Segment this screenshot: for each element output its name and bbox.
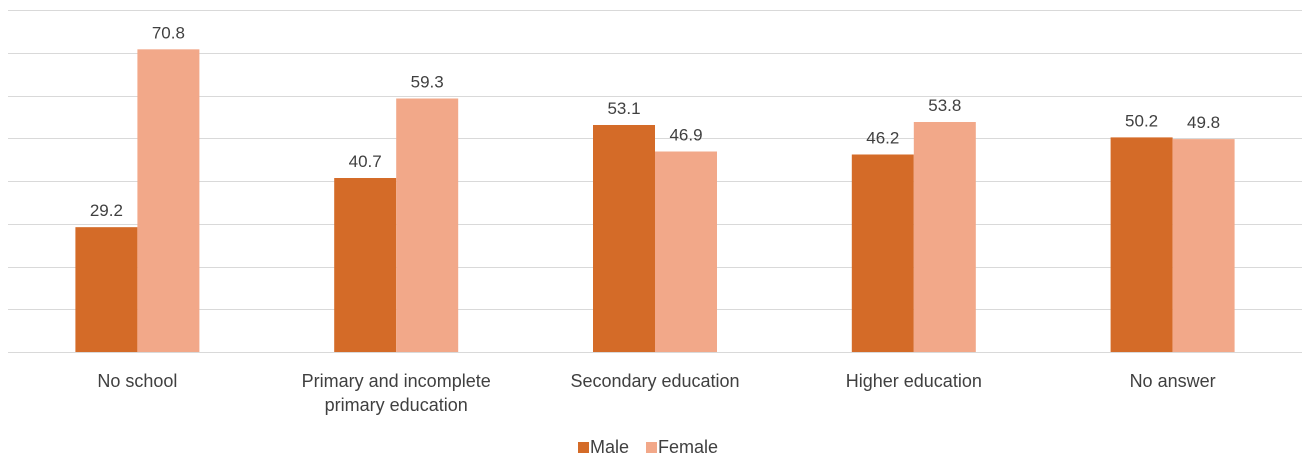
x-tick-label: No answer — [1130, 371, 1216, 391]
bar-female — [137, 49, 200, 353]
x-tick-label: Primary and incomplete — [302, 371, 491, 391]
data-label: 29.2 — [90, 201, 123, 220]
bar-male — [75, 227, 138, 352]
x-tick-label: Higher education — [846, 371, 982, 391]
legend-label-female: Female — [658, 437, 718, 457]
bar-female — [913, 122, 976, 352]
data-labels: 29.2 70.8 40.7 59.3 53.1 46.9 46.2 53.8 50.2 49.8 — [90, 23, 1220, 220]
x-tick-label: Secondary education — [570, 371, 739, 391]
data-label: 46.2 — [866, 128, 899, 147]
data-label: 50.2 — [1125, 111, 1158, 130]
data-label: 49.8 — [1187, 113, 1220, 132]
bar-male — [593, 124, 655, 352]
data-label: 70.8 — [152, 23, 185, 42]
bar-male — [1110, 137, 1173, 352]
data-label: 59.3 — [411, 72, 444, 91]
x-tick-label: No school — [97, 371, 177, 391]
legend-swatch-female — [646, 442, 657, 453]
legend-label-male: Male — [590, 437, 629, 457]
legend-swatch-male — [578, 442, 589, 453]
bar-female — [1172, 139, 1235, 352]
data-label: 40.7 — [349, 152, 382, 171]
bar-female — [396, 98, 459, 353]
data-label: 53.1 — [607, 99, 640, 118]
data-label: 53.8 — [928, 96, 961, 115]
bar-male — [851, 154, 914, 352]
bar-female — [655, 151, 717, 352]
data-label: 46.9 — [669, 126, 702, 145]
bars — [75, 49, 1235, 353]
x-axis-labels: No school Primary and incomplete primary e… — [97, 371, 1215, 415]
bar-male — [334, 178, 397, 352]
legend: Male Female — [578, 437, 718, 457]
x-tick-label: primary education — [325, 395, 468, 415]
